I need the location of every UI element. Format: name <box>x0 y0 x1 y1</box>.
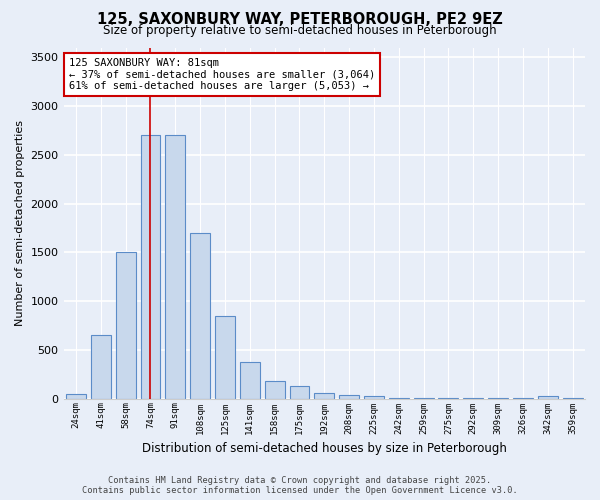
Text: 125 SAXONBURY WAY: 81sqm
← 37% of semi-detached houses are smaller (3,064)
61% o: 125 SAXONBURY WAY: 81sqm ← 37% of semi-d… <box>69 58 375 91</box>
Bar <box>215 316 235 398</box>
Bar <box>91 335 111 398</box>
Bar <box>240 362 260 399</box>
Bar <box>538 396 557 398</box>
Bar <box>339 394 359 398</box>
Y-axis label: Number of semi-detached properties: Number of semi-detached properties <box>15 120 25 326</box>
Bar <box>265 381 284 398</box>
X-axis label: Distribution of semi-detached houses by size in Peterborough: Distribution of semi-detached houses by … <box>142 442 507 455</box>
Bar <box>314 394 334 398</box>
Text: Contains HM Land Registry data © Crown copyright and database right 2025.
Contai: Contains HM Land Registry data © Crown c… <box>82 476 518 495</box>
Text: Size of property relative to semi-detached houses in Peterborough: Size of property relative to semi-detach… <box>103 24 497 37</box>
Bar <box>116 252 136 398</box>
Bar <box>364 396 384 398</box>
Bar <box>140 136 160 398</box>
Bar <box>66 394 86 398</box>
Text: 125, SAXONBURY WAY, PETERBOROUGH, PE2 9EZ: 125, SAXONBURY WAY, PETERBOROUGH, PE2 9E… <box>97 12 503 28</box>
Bar <box>166 136 185 398</box>
Bar <box>190 233 210 398</box>
Bar <box>290 386 310 398</box>
